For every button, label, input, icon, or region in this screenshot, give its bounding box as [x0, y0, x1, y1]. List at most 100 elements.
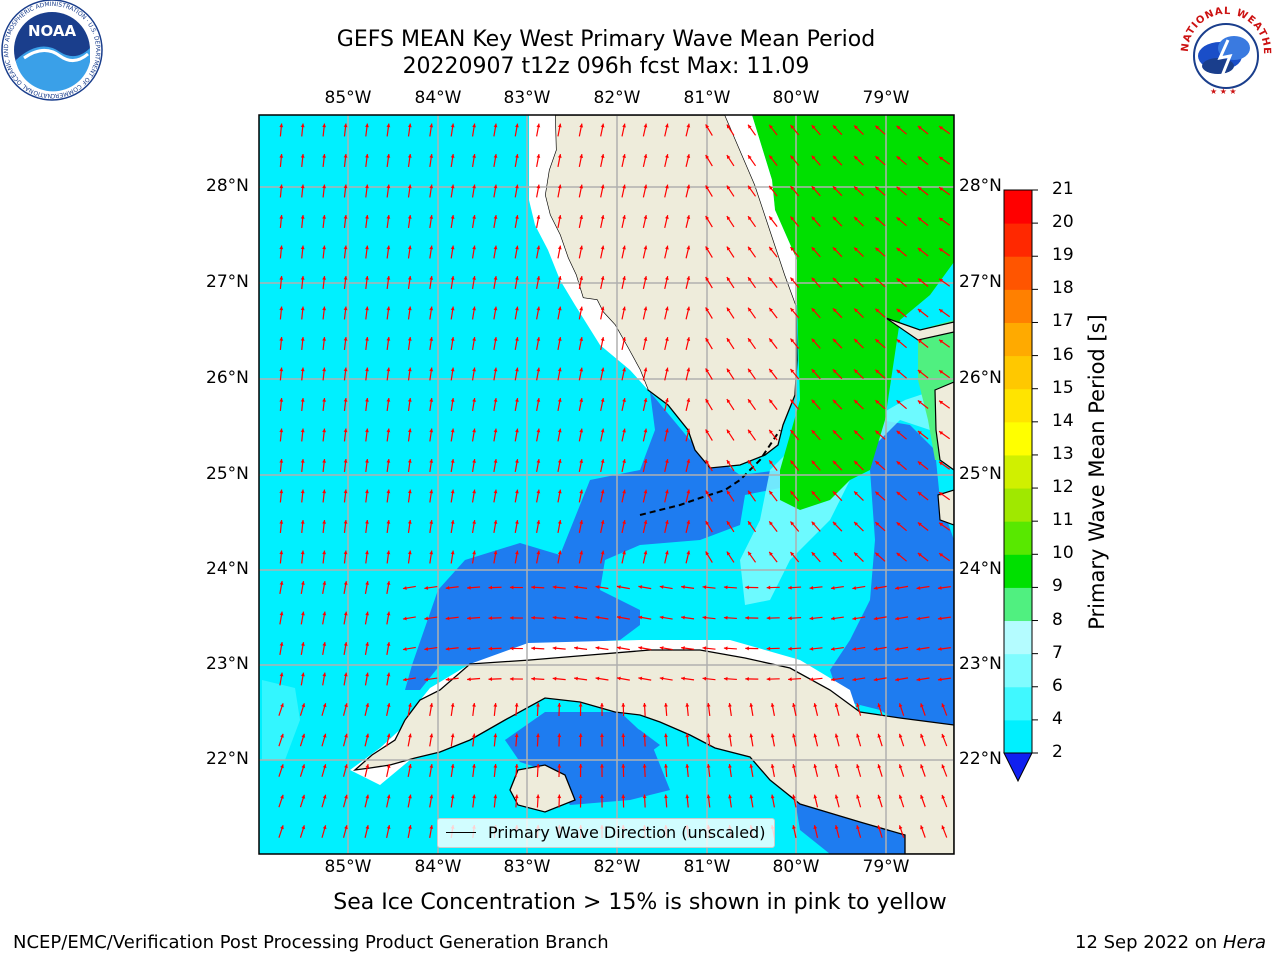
wave-arrow	[665, 763, 668, 778]
wave-arrow-head	[493, 367, 498, 372]
wave-arrow	[809, 586, 823, 589]
wave-arrow-head	[875, 369, 880, 374]
wave-arrow-head	[896, 156, 901, 161]
wave-arrow	[536, 520, 540, 533]
wave-arrow-head	[811, 399, 816, 404]
wave-arrow	[531, 586, 545, 589]
wave-arrow-head	[429, 489, 434, 494]
wave-arrow	[343, 367, 347, 381]
wave-arrow-head	[322, 459, 327, 463]
wave-arrow	[536, 184, 540, 198]
wave-arrow	[578, 306, 583, 320]
wave-arrow	[811, 460, 821, 471]
wave-arrow-head	[917, 339, 922, 344]
wave-arrow	[301, 184, 304, 198]
wave-arrow	[407, 123, 411, 137]
wave-arrow	[364, 611, 369, 625]
wave-arrow	[747, 490, 757, 502]
wave-arrow-head	[813, 794, 818, 799]
wave-arrow	[342, 764, 348, 777]
wave-arrow	[407, 367, 411, 381]
wave-arrow	[471, 550, 476, 564]
wave-arrow	[450, 794, 454, 808]
wave-arrow-head	[450, 428, 455, 433]
wave-arrow	[552, 616, 566, 620]
wave-arrow	[322, 672, 326, 686]
wave-arrow	[638, 616, 652, 620]
wave-arrow	[424, 585, 438, 590]
wave-arrow	[705, 337, 713, 350]
wave-arrow	[621, 123, 626, 137]
wave-arrow	[365, 489, 369, 503]
wave-arrow	[790, 277, 800, 288]
wave-arrow-head	[365, 367, 369, 372]
wave-arrow	[321, 825, 327, 838]
wave-arrow-head	[301, 672, 305, 677]
wave-arrow-head	[856, 764, 860, 769]
wave-arrow	[643, 794, 646, 808]
wave-arrow	[600, 398, 604, 411]
florida-land	[544, 115, 798, 469]
wave-arrow-head	[322, 215, 327, 219]
lon-label-bottom: 81°W	[683, 857, 731, 877]
wave-arrow-head	[343, 276, 348, 280]
wave-arrow-head	[595, 615, 600, 620]
wave-arrow	[386, 275, 390, 290]
wave-arrow	[853, 247, 864, 257]
wave-arrow-head	[642, 703, 647, 707]
wave-arrow	[813, 825, 819, 838]
wave-arrow-head	[769, 460, 773, 465]
wave-arrow	[723, 586, 737, 589]
wave-arrow	[600, 367, 604, 381]
wave-arrow-head	[813, 703, 818, 708]
wave-arrow	[747, 276, 757, 289]
wave-arrow	[365, 550, 369, 564]
wave-arrow-head	[279, 550, 284, 555]
wave-arrow	[874, 308, 886, 318]
wave-arrow	[429, 428, 433, 442]
wave-arrow	[386, 306, 390, 320]
wave-arrow-head	[726, 521, 731, 526]
wave-arrow	[877, 733, 883, 747]
wave-arrow-head	[493, 337, 498, 341]
wave-arrow	[917, 217, 929, 226]
wave-arrow	[642, 154, 647, 167]
wave-arrow-head	[579, 245, 584, 250]
colorbar-segment	[1004, 620, 1032, 655]
wave-arrow-head	[557, 276, 562, 280]
wave-arrow-head	[769, 551, 773, 556]
wave-arrow	[768, 520, 778, 533]
wave-arrow-head	[279, 611, 284, 616]
wave-arrow	[873, 585, 887, 590]
wave-arrow-head	[941, 764, 946, 769]
wave-arrow	[407, 245, 411, 259]
wave-arrow-head	[509, 585, 514, 590]
wave-arrow-head	[665, 367, 669, 372]
wave-arrow	[895, 616, 909, 620]
wave-arrow-head	[939, 248, 944, 252]
wave-arrow-head	[941, 794, 946, 799]
wave-arrow-head	[429, 337, 434, 341]
colorbar-segment	[1004, 719, 1032, 754]
wave-arrow-head	[386, 306, 391, 311]
wave-arrow	[917, 369, 929, 379]
wave-arrow	[536, 215, 540, 228]
wave-arrow-head	[343, 398, 348, 402]
wave-arrow-head	[832, 338, 837, 343]
wave-arrow-head	[472, 794, 476, 799]
wave-arrow-head	[622, 337, 626, 341]
lon-label-bottom: 83°W	[503, 857, 551, 877]
wave-arrow-head	[621, 733, 626, 738]
wave-arrow	[685, 215, 690, 228]
period-field-2-4-south	[795, 800, 954, 854]
wave-arrow	[877, 794, 883, 808]
wave-arrow-head	[832, 521, 837, 526]
wave-arrow	[450, 275, 454, 290]
wave-arrow-head	[875, 430, 880, 435]
period-field-6-8	[740, 390, 945, 605]
wave-arrow-head	[322, 733, 327, 738]
wave-arrow-head	[621, 764, 626, 768]
wave-arrow-head	[407, 459, 412, 463]
wave-arrow	[788, 677, 802, 681]
wave-arrow-head	[616, 646, 621, 650]
